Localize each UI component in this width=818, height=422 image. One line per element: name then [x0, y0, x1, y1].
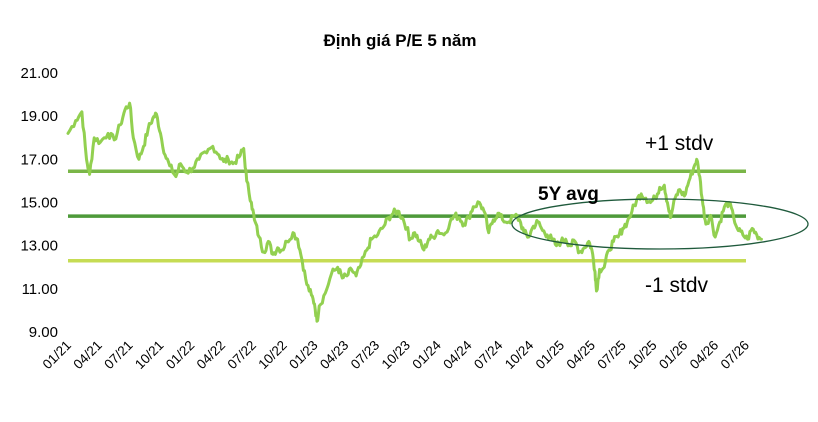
x-tick-label: 07/21 — [101, 338, 136, 373]
y-axis-ticks: 21.00 19.00 17.00 15.00 13.00 11.00 9.00 — [20, 65, 58, 341]
x-tick-label: 04/23 — [317, 338, 352, 373]
x-axis-ticks: 01/2104/2107/2110/2101/2204/2207/2210/22… — [40, 337, 753, 372]
highlight-ellipse — [511, 198, 809, 250]
pe-series-line — [66, 101, 763, 323]
x-tick-label: 10/22 — [255, 338, 290, 373]
x-tick-label: 01/26 — [656, 338, 691, 373]
y-tick-label: 13.00 — [20, 238, 58, 255]
x-tick-label: 01/22 — [163, 338, 198, 373]
x-tick-label: 04/21 — [70, 338, 105, 373]
x-tick-label: 01/23 — [286, 338, 321, 373]
x-tick-label: 04/26 — [687, 338, 722, 373]
x-tick-label: 07/25 — [594, 338, 629, 373]
x-tick-label: 10/21 — [132, 338, 167, 373]
x-tick-label: 01/25 — [533, 338, 568, 373]
reference-lines — [68, 169, 746, 263]
x-tick-label: 04/24 — [440, 337, 475, 372]
x-tick-label: 04/22 — [194, 338, 229, 373]
y-tick-label: 17.00 — [20, 151, 58, 168]
y-tick-label: 9.00 — [29, 324, 58, 341]
x-tick-label: 10/23 — [379, 338, 414, 373]
minus1-stdv-label: -1 stdv — [645, 274, 709, 297]
plus1-stdv-label: +1 stdv — [645, 132, 714, 155]
y-tick-label: 15.00 — [20, 195, 58, 212]
avg-label: 5Y avg — [538, 184, 599, 205]
series-layer — [66, 101, 763, 323]
x-tick-label: 07/26 — [718, 338, 753, 373]
chart-title: Định giá P/E 5 năm — [323, 31, 476, 50]
x-tick-label: 10/25 — [625, 338, 660, 373]
x-tick-label: 07/24 — [471, 337, 506, 372]
x-tick-label: 01/21 — [40, 338, 75, 373]
y-tick-label: 11.00 — [22, 281, 58, 298]
x-tick-label: 04/25 — [564, 338, 599, 373]
x-tick-label: 10/24 — [502, 337, 537, 372]
y-tick-label: 19.00 — [20, 108, 58, 125]
x-tick-label: 01/24 — [409, 337, 444, 372]
y-tick-label: 21.00 — [20, 65, 58, 82]
x-tick-label: 07/22 — [225, 338, 260, 373]
x-tick-label: 07/23 — [348, 338, 383, 373]
